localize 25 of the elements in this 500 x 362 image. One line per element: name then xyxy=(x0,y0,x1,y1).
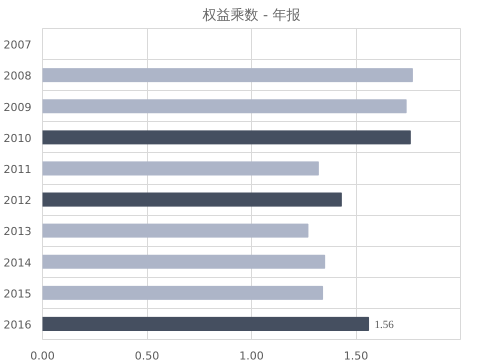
y-tick-label: 2010 xyxy=(4,132,32,145)
bar xyxy=(42,68,413,82)
y-tick-label: 2007 xyxy=(4,38,32,52)
y-tick-label: 2009 xyxy=(4,100,32,114)
bar xyxy=(42,224,308,238)
chart-title: 权益乘数 - 年报 xyxy=(202,8,300,24)
x-tick-label: 1.00 xyxy=(239,350,264,362)
y-tick-label: 2013 xyxy=(4,225,32,238)
bar xyxy=(42,130,411,144)
bar xyxy=(42,286,324,300)
x-tick-label: 0.50 xyxy=(134,350,160,362)
x-tick-label: 1.50 xyxy=(344,350,368,362)
y-tick-label: 2015 xyxy=(4,287,32,300)
data-label: 1.56 xyxy=(374,318,394,331)
y-tick-label: 2012 xyxy=(4,194,32,208)
bar xyxy=(42,254,326,269)
bar xyxy=(42,99,407,114)
bar xyxy=(42,161,319,176)
bar xyxy=(42,316,370,331)
y-tick-label: 2014 xyxy=(4,256,32,270)
y-tick-label: 2016 xyxy=(4,318,32,332)
x-tick-label: 0.00 xyxy=(30,350,55,362)
y-tick-label: 2008 xyxy=(4,70,32,83)
bar xyxy=(42,192,342,207)
y-tick-label: 2011 xyxy=(4,162,32,176)
